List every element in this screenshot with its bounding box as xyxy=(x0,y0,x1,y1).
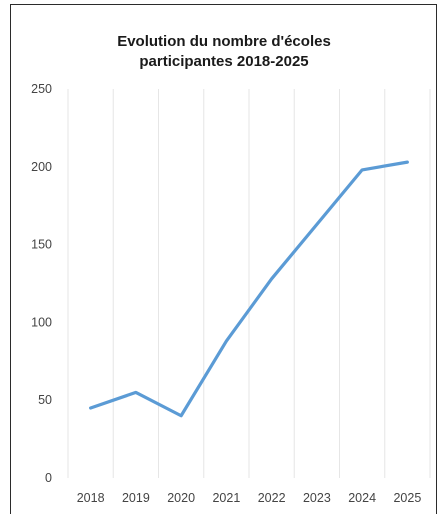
x-tick-label: 2021 xyxy=(212,491,240,505)
x-tick-label: 2018 xyxy=(77,491,105,505)
y-tick-label: 150 xyxy=(31,238,52,252)
x-tick-label: 2023 xyxy=(303,491,331,505)
y-tick-label: 100 xyxy=(31,315,52,329)
x-tick-label: 2024 xyxy=(348,491,376,505)
y-tick-label: 250 xyxy=(31,82,52,96)
gridlines xyxy=(68,89,430,478)
x-tick-label: 2019 xyxy=(122,491,150,505)
y-axis-ticks: 0 50 100 150 200 250 xyxy=(31,82,52,485)
y-tick-label: 0 xyxy=(45,471,52,485)
x-tick-label: 2020 xyxy=(167,491,195,505)
x-tick-label: 2025 xyxy=(393,491,421,505)
chart-title-line-2: participantes 2018-2025 xyxy=(139,53,308,70)
x-axis-ticks: 2018 2019 2020 2021 2022 2023 2024 2025 xyxy=(77,491,422,505)
y-tick-label: 200 xyxy=(31,160,52,174)
chart-title-line-1: Evolution du nombre d'écoles xyxy=(117,33,331,50)
x-tick-label: 2022 xyxy=(258,491,286,505)
y-tick-label: 50 xyxy=(38,393,52,407)
